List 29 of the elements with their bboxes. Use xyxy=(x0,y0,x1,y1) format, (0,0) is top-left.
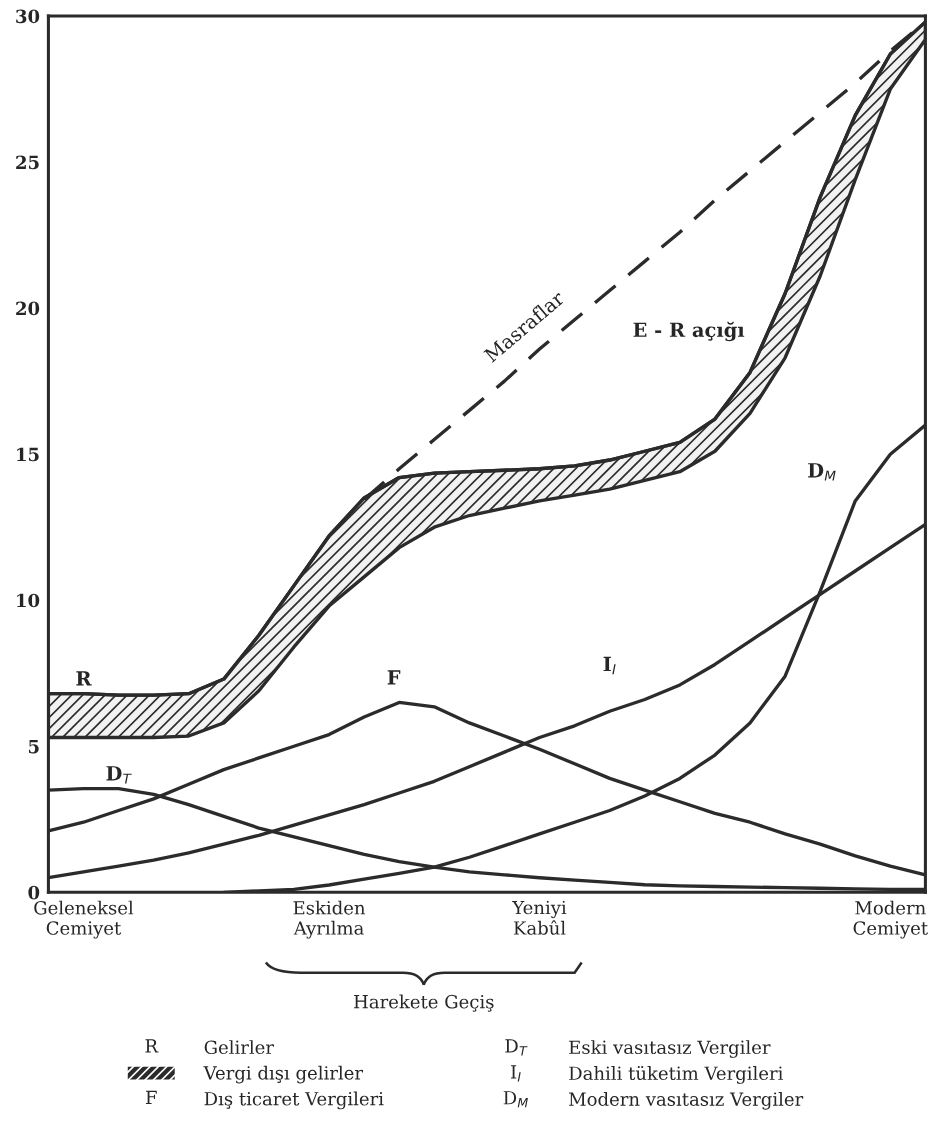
y-tick-label: 30 xyxy=(16,9,40,24)
text: R xyxy=(145,1039,159,1053)
y-tick-label: 0 xyxy=(28,885,40,900)
annotation: E - R açığı xyxy=(633,321,745,342)
y-tick-label: 15 xyxy=(17,447,39,462)
y-tick-label: 10 xyxy=(17,593,40,608)
text: Eski vasıtasız Vergiler xyxy=(569,1040,771,1058)
x-tick-label: Yeniyi Kabûl xyxy=(512,900,567,935)
x-tick-label: Modern Cemiyet xyxy=(853,900,928,939)
series-label: F xyxy=(387,670,401,685)
text: Dış ticaret Vergileri xyxy=(204,1091,384,1110)
x-tick-label: Eskiden Ayrılma xyxy=(293,900,366,939)
x-tick-label: Geleneksel Cemiyet xyxy=(34,900,134,939)
text: D$_{M}$ xyxy=(503,1091,528,1108)
series-label: R xyxy=(76,671,92,686)
text: Modern vasıtasız Vergiler xyxy=(569,1091,804,1110)
series-label: I$_{I}$ xyxy=(603,656,616,675)
text: I$_{I}$ xyxy=(511,1065,521,1082)
y-tick-label: 5 xyxy=(29,739,39,754)
text: Dahili tüketim Vergileri xyxy=(569,1065,783,1084)
series-label: D$_{M}$ xyxy=(808,463,836,481)
y-tick-label: 25 xyxy=(16,155,39,170)
series-label: D$_{T}$ xyxy=(106,766,132,784)
text: F xyxy=(145,1090,157,1104)
text: Vergi dışı gelirler xyxy=(203,1065,364,1084)
text: D$_{T}$ xyxy=(505,1039,528,1056)
text: Gelirler xyxy=(204,1040,274,1055)
text: Harekete Geçiş xyxy=(354,994,494,1012)
y-tick-label: 20 xyxy=(16,301,40,316)
